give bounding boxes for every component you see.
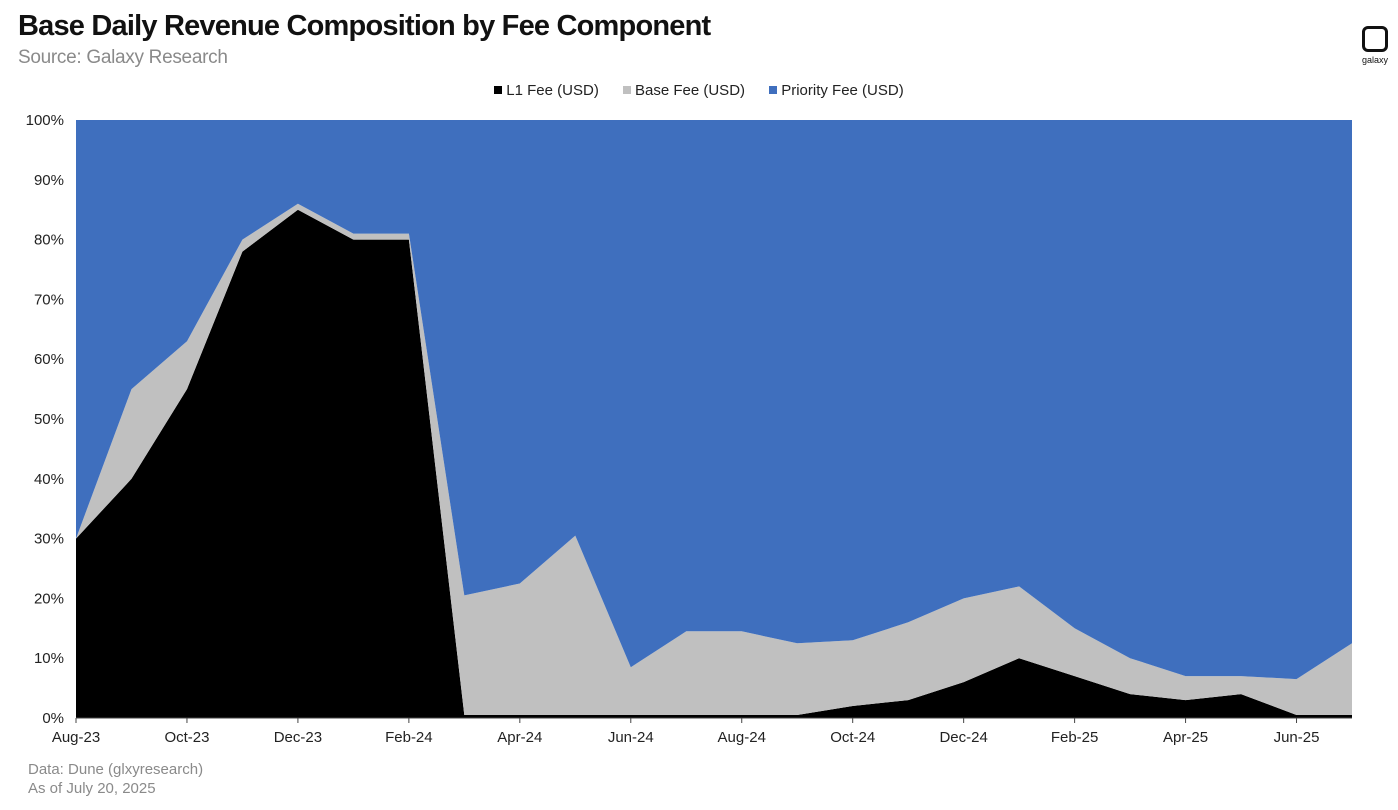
x-tick-label: Apr-24	[497, 729, 542, 746]
page-title: Base Daily Revenue Composition by Fee Co…	[18, 10, 711, 42]
x-tick-label: Jun-24	[608, 729, 654, 746]
x-tick-label: Feb-25	[1051, 729, 1099, 746]
stacked-area-chart: 0% 10% 20% 30% 40% 50% 60% 70% 80% 90% 100% Aug-23 O…	[26, 112, 1352, 746]
footer-as-of-date: As of July 20, 2025	[28, 780, 156, 797]
legend-label-priority-fee: Priority Fee (USD)	[781, 82, 904, 99]
legend-swatch-priority-fee	[769, 86, 778, 94]
galaxy-logo: galaxy	[1358, 26, 1392, 65]
y-tick-label: 80%	[34, 232, 64, 249]
area-series-2	[76, 120, 1352, 680]
logo-wordmark: galaxy	[1361, 55, 1388, 65]
x-tick-label: Dec-23	[274, 729, 322, 746]
x-tick-label: Apr-25	[1163, 729, 1208, 746]
x-tick-label: Aug-24	[718, 729, 766, 746]
y-tick-label: 40%	[34, 471, 64, 488]
legend-item-priority-fee: Priority Fee (USD)	[769, 82, 904, 99]
y-tick-label: 70%	[34, 291, 64, 308]
x-tick-label: Dec-24	[939, 729, 987, 746]
y-tick-label: 90%	[34, 172, 64, 189]
galaxy-logo-icon	[1362, 26, 1388, 52]
legend-label-base-fee: Base Fee (USD)	[634, 82, 746, 99]
legend-item-base-fee: Base Fee (USD)	[622, 82, 746, 99]
legend-label-l1-fee: L1 Fee (USD)	[506, 82, 599, 99]
y-tick-label: 60%	[34, 351, 64, 368]
footer-data-source: Data: Dune (glxyresearch)	[28, 761, 204, 778]
y-tick-label: 20%	[34, 590, 64, 607]
y-tick-label: 100%	[26, 112, 64, 129]
x-tick-label: Aug-23	[52, 729, 100, 746]
legend-swatch-l1-fee	[494, 86, 503, 94]
x-tick-label: Oct-23	[164, 729, 209, 746]
legend-swatch-base-fee	[622, 86, 631, 94]
x-tick-label: Feb-24	[385, 729, 433, 746]
page-subtitle: Source: Galaxy Research	[18, 47, 228, 68]
chart-legend: L1 Fee (USD) Base Fee (USD) Priority Fee…	[0, 82, 1398, 99]
x-tick-label: Oct-24	[830, 729, 875, 746]
y-tick-label: 50%	[34, 411, 64, 428]
y-tick-label: 30%	[34, 531, 64, 548]
x-tick-label: Jun-25	[1274, 729, 1320, 746]
area-series-0	[76, 209, 1352, 718]
y-tick-label: 0%	[42, 710, 64, 727]
y-tick-label: 10%	[34, 650, 64, 667]
legend-item-l1-fee: L1 Fee (USD)	[494, 82, 599, 99]
